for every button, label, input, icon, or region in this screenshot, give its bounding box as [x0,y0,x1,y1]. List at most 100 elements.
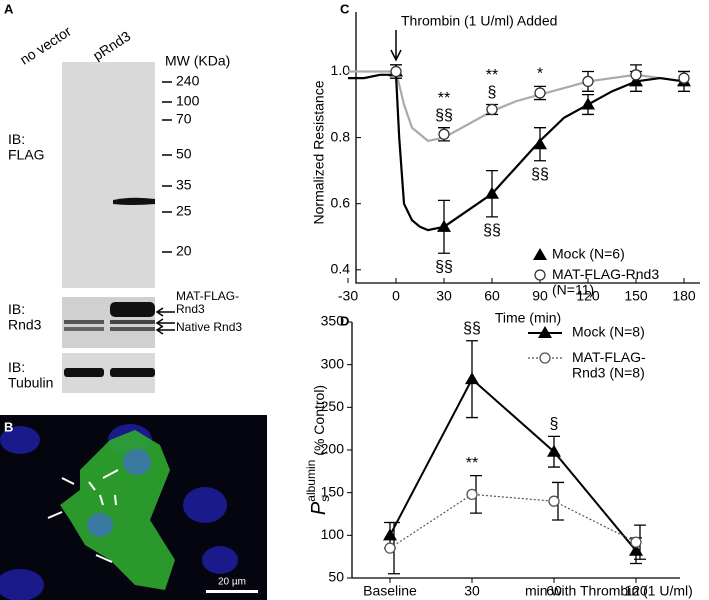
y-tick-label: 100 [321,526,345,542]
band-label: MAT-FLAG-Rnd3 [176,289,239,316]
y-tick-label: 350 [321,313,345,329]
blot-label: IB: Tubulin [8,359,53,390]
marker [539,352,551,364]
x-tick-label: 180 [672,288,696,304]
marker [547,444,561,457]
y-tick-label: 300 [321,355,345,371]
mw-label: 20 [176,243,192,259]
legend-label: MAT-FLAG-Rnd3 (N=11) [552,266,659,297]
marker [486,103,498,116]
arrows [155,307,175,335]
y-tick-label: 0.4 [331,260,351,276]
x-tick-label: -30 [338,288,358,304]
marker [383,528,397,541]
series-line [348,73,685,232]
marker [437,219,451,232]
nucleus [123,449,151,475]
marker [485,186,499,199]
significance: §§ [531,166,549,183]
band [64,320,104,324]
marker [534,269,546,281]
x-tick-label: 120 [576,288,600,304]
x-tick-label: 60 [546,583,562,599]
annotation-arrow [390,30,402,62]
marker [384,542,396,554]
y-axis-label-part: P [308,501,330,515]
significance: ** [438,90,450,107]
significance: ** [486,67,498,84]
x-tick-label: 30 [464,583,480,599]
lane-label: pRnd3 [90,28,133,64]
marker [630,69,642,81]
y-axis-label-part: s [318,496,332,502]
marker [466,488,478,501]
band [110,327,155,331]
y-axis-label-part: (% Control) [311,385,327,456]
panel-label: C [340,1,350,16]
nucleus [202,546,238,574]
series-line [348,70,685,143]
marker [581,97,595,110]
x-tick-label: 90 [532,288,548,304]
significance: * [537,66,543,83]
x-tick-label: 0 [392,288,400,304]
x-tick-label: 150 [624,288,648,304]
y-tick-label: 0.6 [331,194,351,210]
band [64,327,104,331]
mw-label: 70 [176,111,192,127]
significance: § [550,416,559,433]
marker [533,248,547,260]
significance: §§ [483,222,501,239]
marker [465,372,479,385]
band [113,197,155,205]
arrows [47,469,119,563]
marker [538,326,552,338]
marker [548,495,560,507]
significance: § [488,84,497,101]
mw-title: MW (KDa) [165,53,230,69]
y-axis-label-part: albumin [304,460,318,502]
y-tick-label: 0.8 [331,128,351,144]
blot-label: IB: FLAG [8,131,45,162]
y-tick-label: 1.0 [331,62,351,78]
significance: §§ [435,107,453,124]
band [110,302,155,317]
nucleus [87,513,113,537]
band-label: Native Rnd3 [176,320,242,334]
y-tick-label: 250 [321,398,345,414]
blot-membrane [62,62,155,288]
nucleus [0,569,44,600]
series-line [389,377,637,552]
scale-bar [206,590,258,593]
significance: §§ [463,320,481,337]
y-axis-label: Psalbumin (% Control) [304,385,332,515]
significance: §§ [435,258,453,275]
y-tick-label: 200 [321,441,345,457]
legend-label: Mock (N=6) [552,246,625,262]
significance: ** [466,455,478,472]
series-line [389,493,637,549]
band [110,368,155,377]
y-axis-label: Normalized Resistance [311,80,327,224]
scale-label: 20 µm [218,577,246,588]
band [64,368,104,377]
panel-label: D [340,313,349,328]
blot-label: IB: Rnd3 [8,301,42,332]
marker [630,536,642,548]
marker [678,72,690,84]
y-tick-label: 50 [328,569,344,585]
x-tick-label: 60 [484,288,500,304]
legend-label: Mock (N=8) [572,324,645,340]
mw-label: 25 [176,203,192,219]
mw-label: 100 [176,93,200,109]
lane-label: no vector [17,23,74,68]
marker [438,128,450,140]
x-tick-label: Baseline [363,583,417,599]
x-tick-label: 30 [436,288,452,304]
marker [390,65,402,78]
x-axis-label: Time (min) [495,310,561,326]
mw-label: 240 [176,73,200,89]
nucleus [0,426,40,454]
marker [534,87,546,99]
